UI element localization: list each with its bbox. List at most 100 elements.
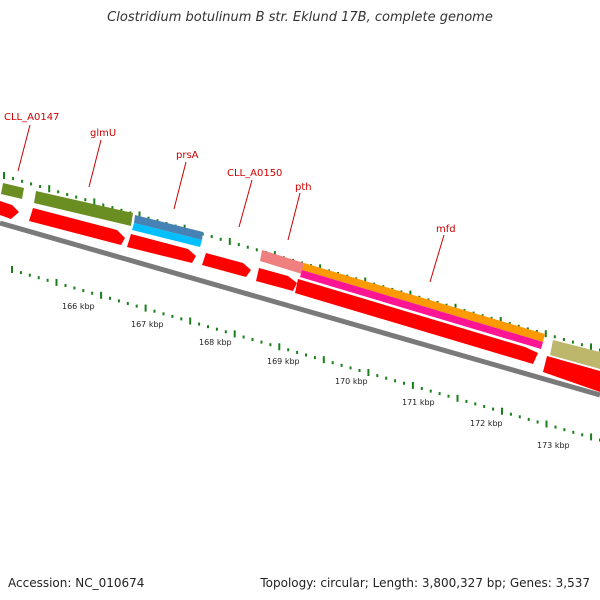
inner-tick — [429, 389, 432, 393]
inner-tick — [215, 327, 218, 331]
inner-tick — [509, 412, 512, 416]
outer-tick — [571, 340, 574, 344]
inner-tick — [100, 291, 103, 299]
inner-tick — [144, 304, 147, 312]
outer-tick — [93, 198, 96, 206]
inner-tick — [340, 363, 343, 367]
outer-tick — [57, 190, 60, 194]
inner-tick — [91, 291, 94, 295]
inner-tick — [313, 356, 316, 360]
scale-labels: 166 kbp 167 kbp 168 kbp 169 kbp 170 kbp … — [62, 302, 570, 450]
outer-tick — [48, 185, 51, 193]
gene-arrow-right — [543, 356, 600, 392]
genome-backbone — [0, 220, 600, 398]
inner-tick — [269, 343, 272, 347]
scale-label-166: 166 kbp — [62, 302, 95, 311]
inner-tick — [233, 330, 236, 338]
inner-tick — [403, 381, 405, 385]
gene-label-CLL_A0147: CLL_A0147 — [4, 112, 59, 123]
feature-bar-steelblue-prsA — [134, 215, 203, 240]
map-title: Clostridium botulinum B str. Eklund 17B,… — [107, 10, 493, 25]
inner-tick — [545, 420, 548, 428]
feature-bar-khaki-right — [550, 340, 600, 369]
inner-tick — [483, 405, 486, 408]
inner-tick — [385, 376, 388, 380]
inner-tick — [581, 433, 584, 437]
inner-tick — [126, 302, 129, 305]
outer-tick — [508, 322, 511, 326]
inner-tick — [135, 304, 138, 308]
inner-tick — [501, 407, 503, 415]
outer-tick — [454, 303, 457, 311]
outer-tick — [580, 343, 583, 347]
outer-tick — [21, 179, 24, 183]
inner-tick — [37, 276, 40, 280]
inner-tick — [349, 366, 352, 370]
inner-tick — [474, 402, 477, 406]
inner-tick — [322, 356, 325, 364]
inner-tick — [153, 309, 156, 313]
inner-tick — [394, 379, 397, 383]
inner-tick — [465, 399, 468, 403]
scale-label-171: 171 kbp — [402, 398, 435, 407]
inner-tick — [55, 278, 58, 286]
outer-tick — [120, 208, 123, 212]
outer-tick — [562, 338, 565, 341]
callout-line-pth — [287, 192, 301, 241]
accession-text: Accession: NC_010674 — [8, 576, 145, 590]
outer-tick — [138, 211, 141, 219]
inner-tick — [109, 296, 111, 300]
inner-tick — [331, 361, 334, 365]
inner-tick — [207, 325, 209, 329]
scale-label-168: 168 kbp — [199, 338, 232, 347]
outer-tick — [544, 330, 547, 338]
inner-tick-track — [11, 266, 600, 442]
outer-tick — [12, 177, 14, 181]
callout-line-CLL_A0150 — [238, 179, 253, 228]
inner-tick — [224, 330, 227, 334]
inner-tick — [456, 394, 459, 402]
outer-tick — [102, 203, 105, 207]
outer-tick — [237, 243, 240, 246]
outer-tick — [526, 327, 529, 331]
inner-tick — [82, 289, 85, 293]
feature-bar-olive-left — [1, 183, 24, 199]
outer-tick — [553, 335, 556, 339]
gene-arrow-0 — [0, 201, 19, 219]
outer-tick — [3, 172, 5, 179]
outer-tick — [147, 216, 150, 220]
feature-bar-magenta-mfd — [300, 270, 543, 349]
outer-tick — [364, 277, 367, 285]
outer-tick — [499, 317, 502, 324]
outer-tick — [66, 193, 69, 196]
outer-tick — [409, 290, 412, 298]
inner-tick — [572, 430, 575, 434]
inner-tick — [251, 338, 254, 341]
outer-tick — [255, 248, 258, 252]
inner-tick — [590, 433, 593, 441]
inner-tick — [536, 420, 539, 424]
outer-tick — [30, 182, 33, 186]
inner-tick — [180, 317, 183, 321]
inner-tick — [73, 286, 76, 290]
gene-label-mfd: mfd — [436, 224, 456, 235]
feature-bar-skyblue-prsA — [132, 223, 202, 247]
outer-tick — [84, 198, 87, 202]
gene-label-callouts: CLL_A0147 glmU prsA CLL_A0150 pth mfd — [4, 112, 456, 283]
inner-tick — [46, 278, 49, 282]
scale-label-170: 170 kbp — [335, 377, 368, 386]
callout-line-glmU — [88, 139, 102, 188]
inner-tick — [11, 266, 13, 273]
gene-arrow-glmU — [29, 208, 125, 245]
scale-label-167: 167 kbp — [131, 320, 164, 329]
feature-bar-salmon-pth — [260, 250, 304, 274]
inner-tick — [411, 381, 414, 389]
outer-tick — [246, 245, 249, 249]
inner-tick — [420, 387, 423, 390]
outer-tick — [111, 206, 114, 210]
inner-tick — [260, 340, 263, 344]
inner-tick — [278, 343, 281, 351]
inner-tick — [447, 394, 450, 398]
inner-tick — [554, 425, 557, 429]
gene-label-CLL_A0150: CLL_A0150 — [227, 168, 282, 179]
